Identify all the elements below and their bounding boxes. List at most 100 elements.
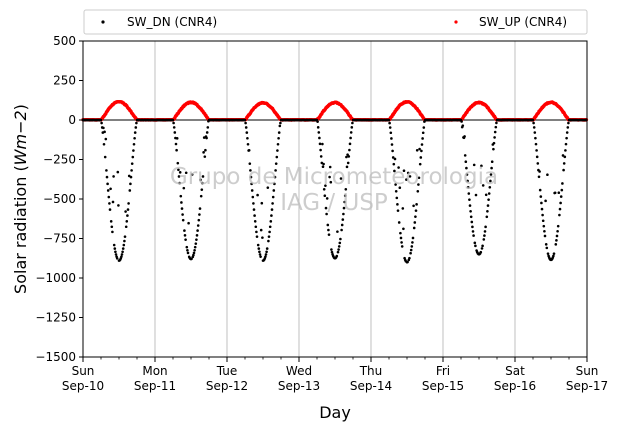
sw-dn-point [324, 184, 327, 187]
sw-dn-point [132, 142, 136, 146]
sw-dn-point [349, 131, 353, 134]
sw-dn-point [495, 121, 498, 125]
sw-dn-point [460, 120, 463, 123]
sw-dn-point [270, 214, 273, 217]
sw-dn-point [127, 202, 130, 205]
sw-dn-point [397, 221, 401, 224]
sw-dn-point [110, 225, 114, 229]
sw-dn-point [122, 243, 126, 247]
sw-dn-point [106, 182, 109, 186]
sw-dn-point [344, 187, 348, 191]
sw-dn-point [414, 215, 417, 218]
sw-dn-point [461, 124, 465, 127]
sw-dn-point [479, 250, 483, 254]
sw-dn-point [474, 244, 477, 248]
sw-dn-point [134, 126, 138, 129]
sw-dn-point [565, 136, 568, 140]
x-tick-date-6: Sep-16 [494, 379, 536, 393]
sw-dn-point [556, 229, 559, 233]
sw-dn-point [317, 131, 321, 134]
sw-dn-point [388, 121, 391, 125]
x-tick-day-6: Sat [505, 364, 525, 378]
sw-dn-point [183, 229, 186, 232]
sw-dn-point [336, 230, 339, 233]
sw-dn-point [251, 195, 255, 199]
sw-dn-point [411, 236, 415, 240]
sw-dn-point [183, 234, 187, 237]
sw-dn-point [559, 195, 563, 198]
sw-dn-point [348, 148, 351, 152]
sw-dn-point [249, 175, 253, 179]
sw-dn-point [562, 168, 565, 172]
sw-dn-point [104, 137, 108, 141]
sw-dn-point [394, 183, 397, 186]
x-tick-date-1: Sep-11 [134, 379, 176, 393]
x-tick-date-5: Sep-15 [422, 379, 464, 393]
legend-box [83, 9, 588, 35]
y-axis-ticks: 500 250 0 −250 −500 −750 −1000 −1250 −1500 [35, 34, 83, 364]
sw-dn-point [186, 251, 190, 255]
sw-dn-point [387, 118, 391, 122]
sw-dn-point [255, 235, 259, 238]
sw-dn-point [247, 149, 251, 152]
sw-dn-point [133, 131, 137, 134]
y-axis-title: Solar radiation (Wm−2) [11, 104, 30, 294]
sw-dn-point [541, 219, 545, 223]
sw-dn-point [258, 253, 262, 256]
sw-dn-point [415, 203, 418, 206]
sw-dn-point [172, 126, 176, 129]
sw-dn-point [252, 208, 256, 211]
sw-dn-point [343, 200, 346, 204]
sw-dn-point [545, 246, 549, 250]
sw-dn-point [390, 137, 393, 140]
sw-dn-point [337, 245, 341, 248]
sw-dn-point [406, 260, 409, 264]
y-tick-label-1: 250 [53, 74, 76, 88]
sw-dn-point [534, 136, 537, 140]
sw-dn-point [180, 207, 184, 210]
x-tick-date-0: Sep-10 [62, 379, 104, 393]
watermark-line-1: Grupo de Micrometeorologia [170, 164, 498, 190]
sw-dn-point [187, 221, 190, 225]
sw-dn-point [351, 121, 354, 125]
sw-dn-point [417, 176, 421, 180]
sw-dn-point [128, 189, 132, 192]
sw-dn-point [261, 236, 264, 239]
sw-dn-point [279, 121, 282, 125]
sw-dn-point [174, 142, 178, 146]
sw-dn-point [553, 191, 557, 195]
sw-dn-point [115, 257, 119, 260]
sw-dn-point [178, 181, 181, 185]
sw-dn-point [399, 231, 402, 235]
sw-dn-point [337, 248, 340, 251]
sw-dn-point [532, 121, 535, 125]
sw-dn-point [107, 195, 111, 199]
sw-dn-point [103, 155, 107, 159]
sw-dn-point [560, 188, 564, 192]
sw-dn-point [335, 254, 339, 258]
sw-dn-point [248, 162, 252, 165]
sw-dn-point [265, 247, 269, 250]
sw-dn-point [246, 142, 250, 146]
sw-dn-point [558, 207, 562, 211]
y-axis-title-prefix: Solar radiation ( [11, 165, 30, 294]
sw-dn-point [256, 193, 259, 197]
sw-dn-point [400, 241, 403, 244]
sw-dn-point [389, 131, 393, 135]
sw-dn-point [493, 136, 496, 139]
sw-dn-point [492, 147, 495, 151]
sw-dn-point [102, 142, 106, 146]
sw-dn-point [265, 250, 268, 254]
sw-dn-point [202, 151, 205, 154]
sw-dn-point [182, 186, 186, 190]
sw-dn-point [198, 213, 201, 216]
sw-dn-point [486, 204, 490, 207]
sw-dn-point [541, 213, 544, 217]
sw-dn-point [556, 224, 560, 228]
sw-dn-point [203, 155, 207, 158]
sw-dn-point [421, 137, 424, 140]
sw-dn-point [325, 197, 329, 200]
sw-dn-point [186, 248, 189, 252]
sw-dn-point [201, 181, 204, 185]
